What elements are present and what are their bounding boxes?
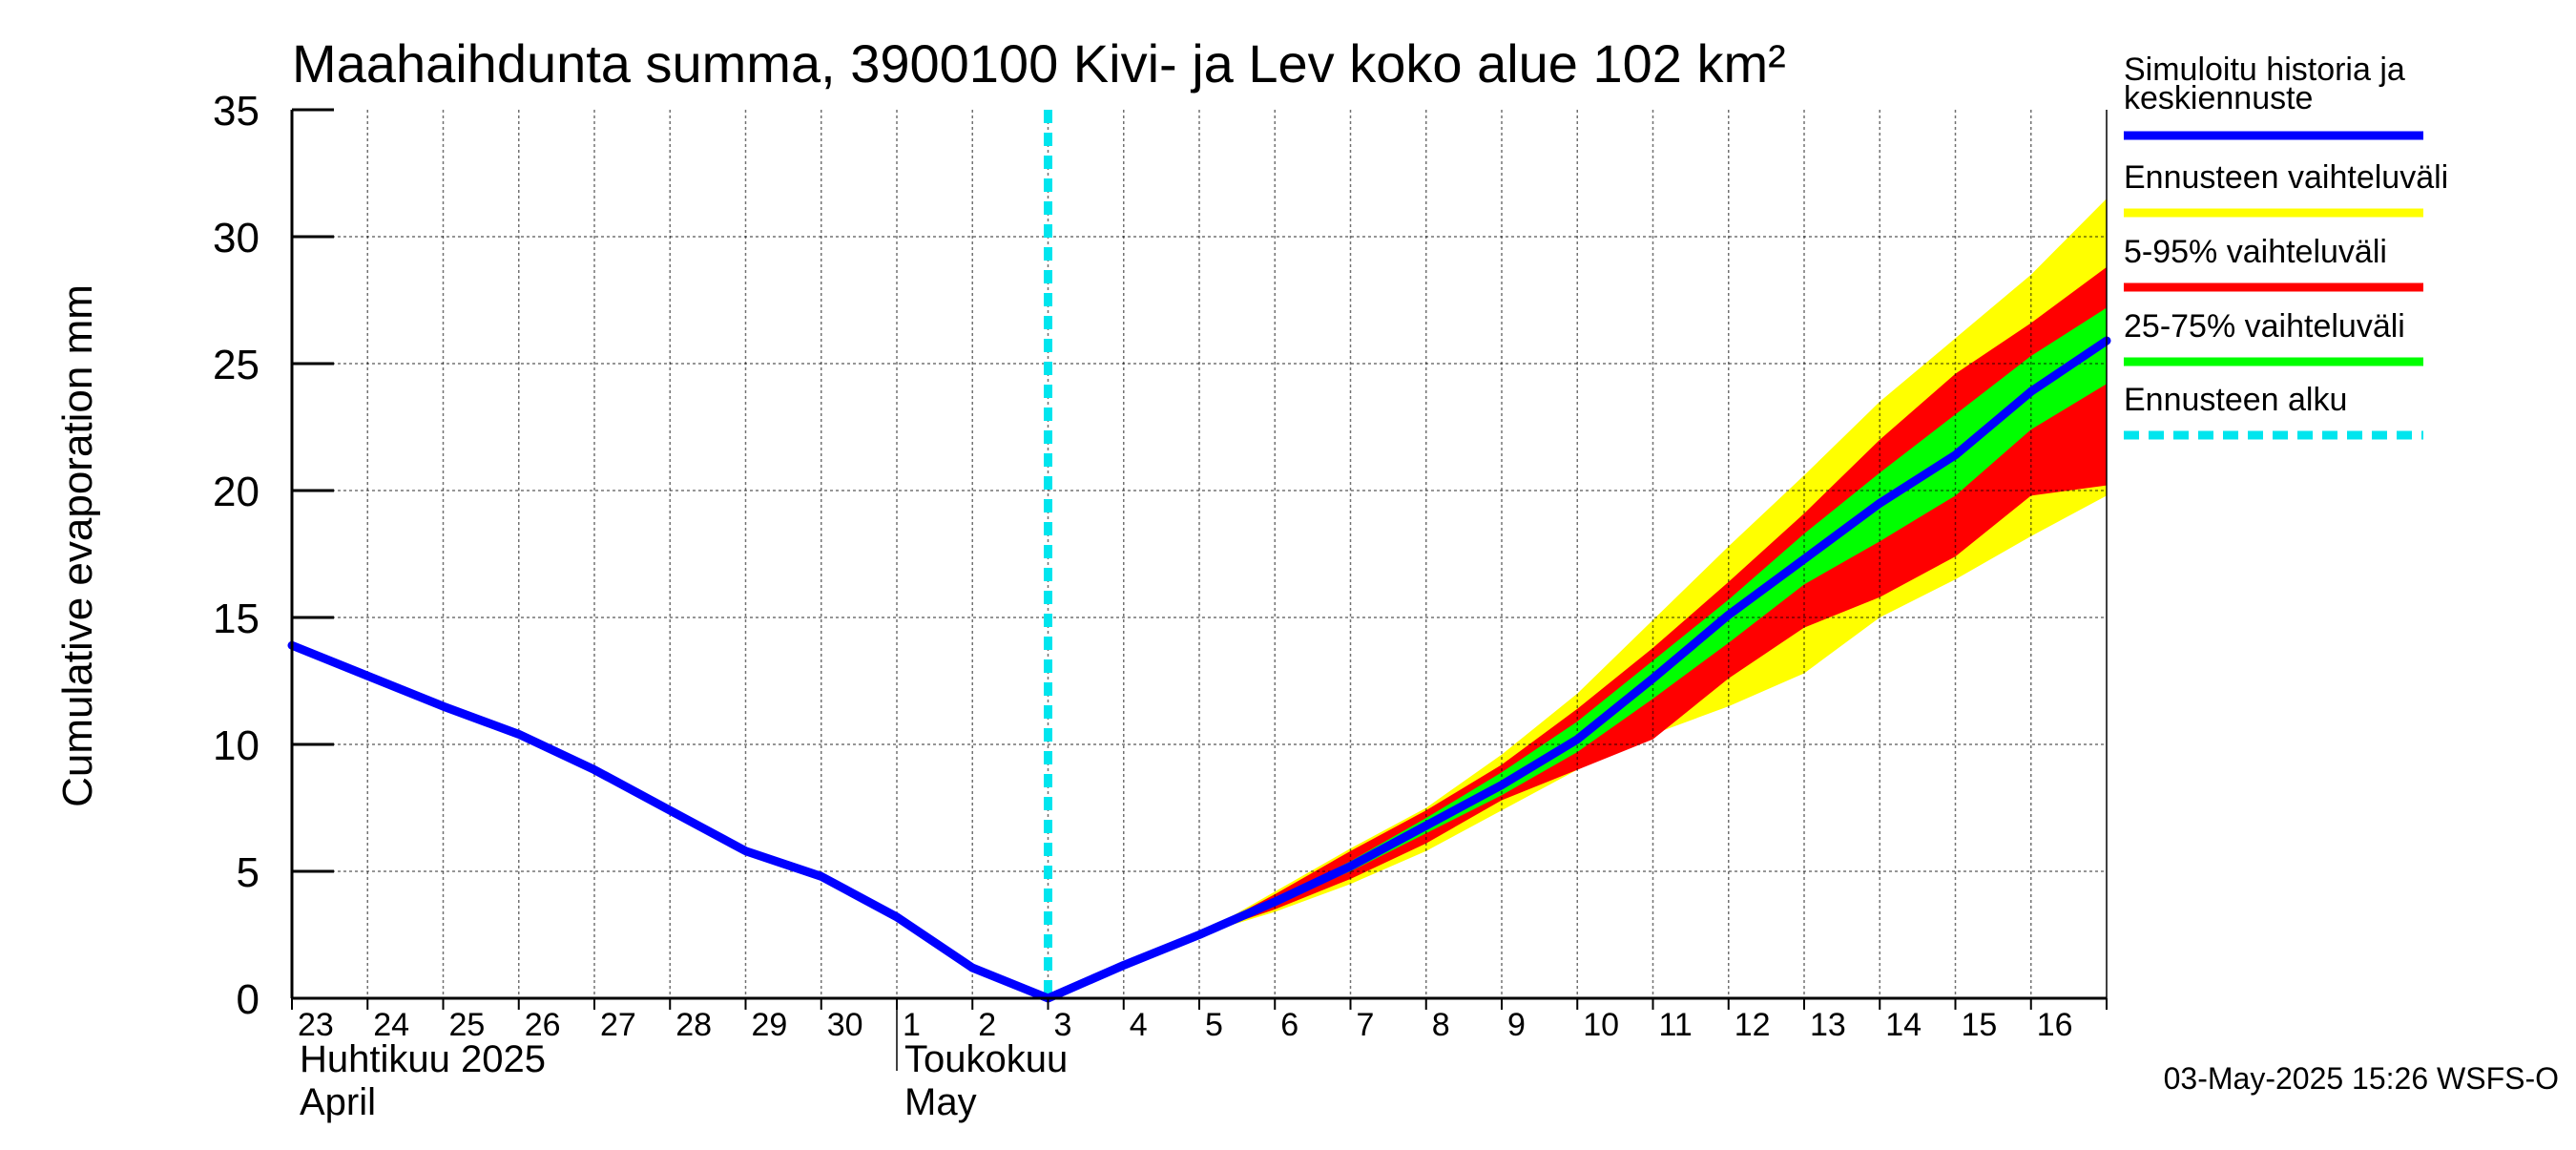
x-tick-label: 30 — [827, 1007, 863, 1043]
grid-layer — [292, 110, 2107, 998]
x-tick-label: 4 — [1130, 1007, 1148, 1043]
x-tick-label: 24 — [373, 1007, 409, 1043]
x-tick-label: 28 — [675, 1007, 712, 1043]
x-tick-label: 1 — [903, 1007, 921, 1043]
x-tick-label: 10 — [1583, 1007, 1619, 1043]
x-tick-label: 5 — [1205, 1007, 1223, 1043]
x-tick-label: 8 — [1432, 1007, 1450, 1043]
x-tick-label: 25 — [449, 1007, 486, 1043]
x-tick-label: 13 — [1810, 1007, 1846, 1043]
legend-label: Ennusteen vaihteluväli — [2124, 159, 2448, 196]
band-2 — [1199, 266, 2107, 935]
legend-label-cont: keskiennuste — [2124, 80, 2313, 116]
x-tick-label: 6 — [1280, 1007, 1298, 1043]
x-tick-label: 27 — [600, 1007, 636, 1043]
bands-layer — [1199, 199, 2107, 935]
legend-label: Simuloitu historia ja — [2124, 52, 2405, 88]
x-tick-label: 7 — [1357, 1007, 1375, 1043]
month-label-en: May — [904, 1081, 977, 1123]
x-tick-label: 15 — [1962, 1007, 1998, 1043]
y-tick-label: 30 — [213, 215, 260, 261]
legend-label: Ennusteen alku — [2124, 382, 2347, 418]
month-label-fi: Huhtikuu 2025 — [300, 1038, 546, 1080]
x-tick-label: 23 — [298, 1007, 334, 1043]
y-tick-label: 10 — [213, 722, 260, 769]
x-tick-label: 11 — [1659, 1007, 1693, 1043]
y-axis-label: Cumulative evaporation mm — [54, 284, 101, 807]
y-tick-label: 20 — [213, 469, 260, 515]
series-layer — [287, 336, 2111, 1003]
band-3 — [1199, 307, 2107, 935]
x-tick-label: 2 — [978, 1007, 996, 1043]
x-tick-label: 26 — [525, 1007, 561, 1043]
legend-label: 25-75% vaihteluväli — [2124, 308, 2405, 345]
y-tick-label: 0 — [237, 976, 260, 1023]
legend-label: 5-95% vaihteluväli — [2124, 234, 2387, 270]
timestamp-footer: 03-May-2025 15:26 WSFS-O — [2164, 1061, 2559, 1096]
month-label-en: April — [300, 1081, 376, 1123]
x-tick-label: 9 — [1507, 1007, 1526, 1043]
x-tick-label: 3 — [1054, 1007, 1072, 1043]
x-tick-label: 12 — [1735, 1007, 1771, 1043]
y-tick-label: 15 — [213, 596, 260, 642]
month-label-fi: Toukokuu — [904, 1038, 1068, 1080]
series-line-1 — [287, 336, 2111, 1003]
x-tick-label: 29 — [752, 1007, 788, 1043]
x-tick-label: 16 — [2037, 1007, 2073, 1043]
x-tick-label: 14 — [1885, 1007, 1922, 1043]
y-tick-label: 35 — [213, 88, 260, 135]
chart-title: Maahaihdunta summa, 3900100 Kivi- ja Lev… — [292, 33, 1786, 94]
y-tick-label: 5 — [237, 849, 260, 896]
y-tick-label: 25 — [213, 342, 260, 388]
